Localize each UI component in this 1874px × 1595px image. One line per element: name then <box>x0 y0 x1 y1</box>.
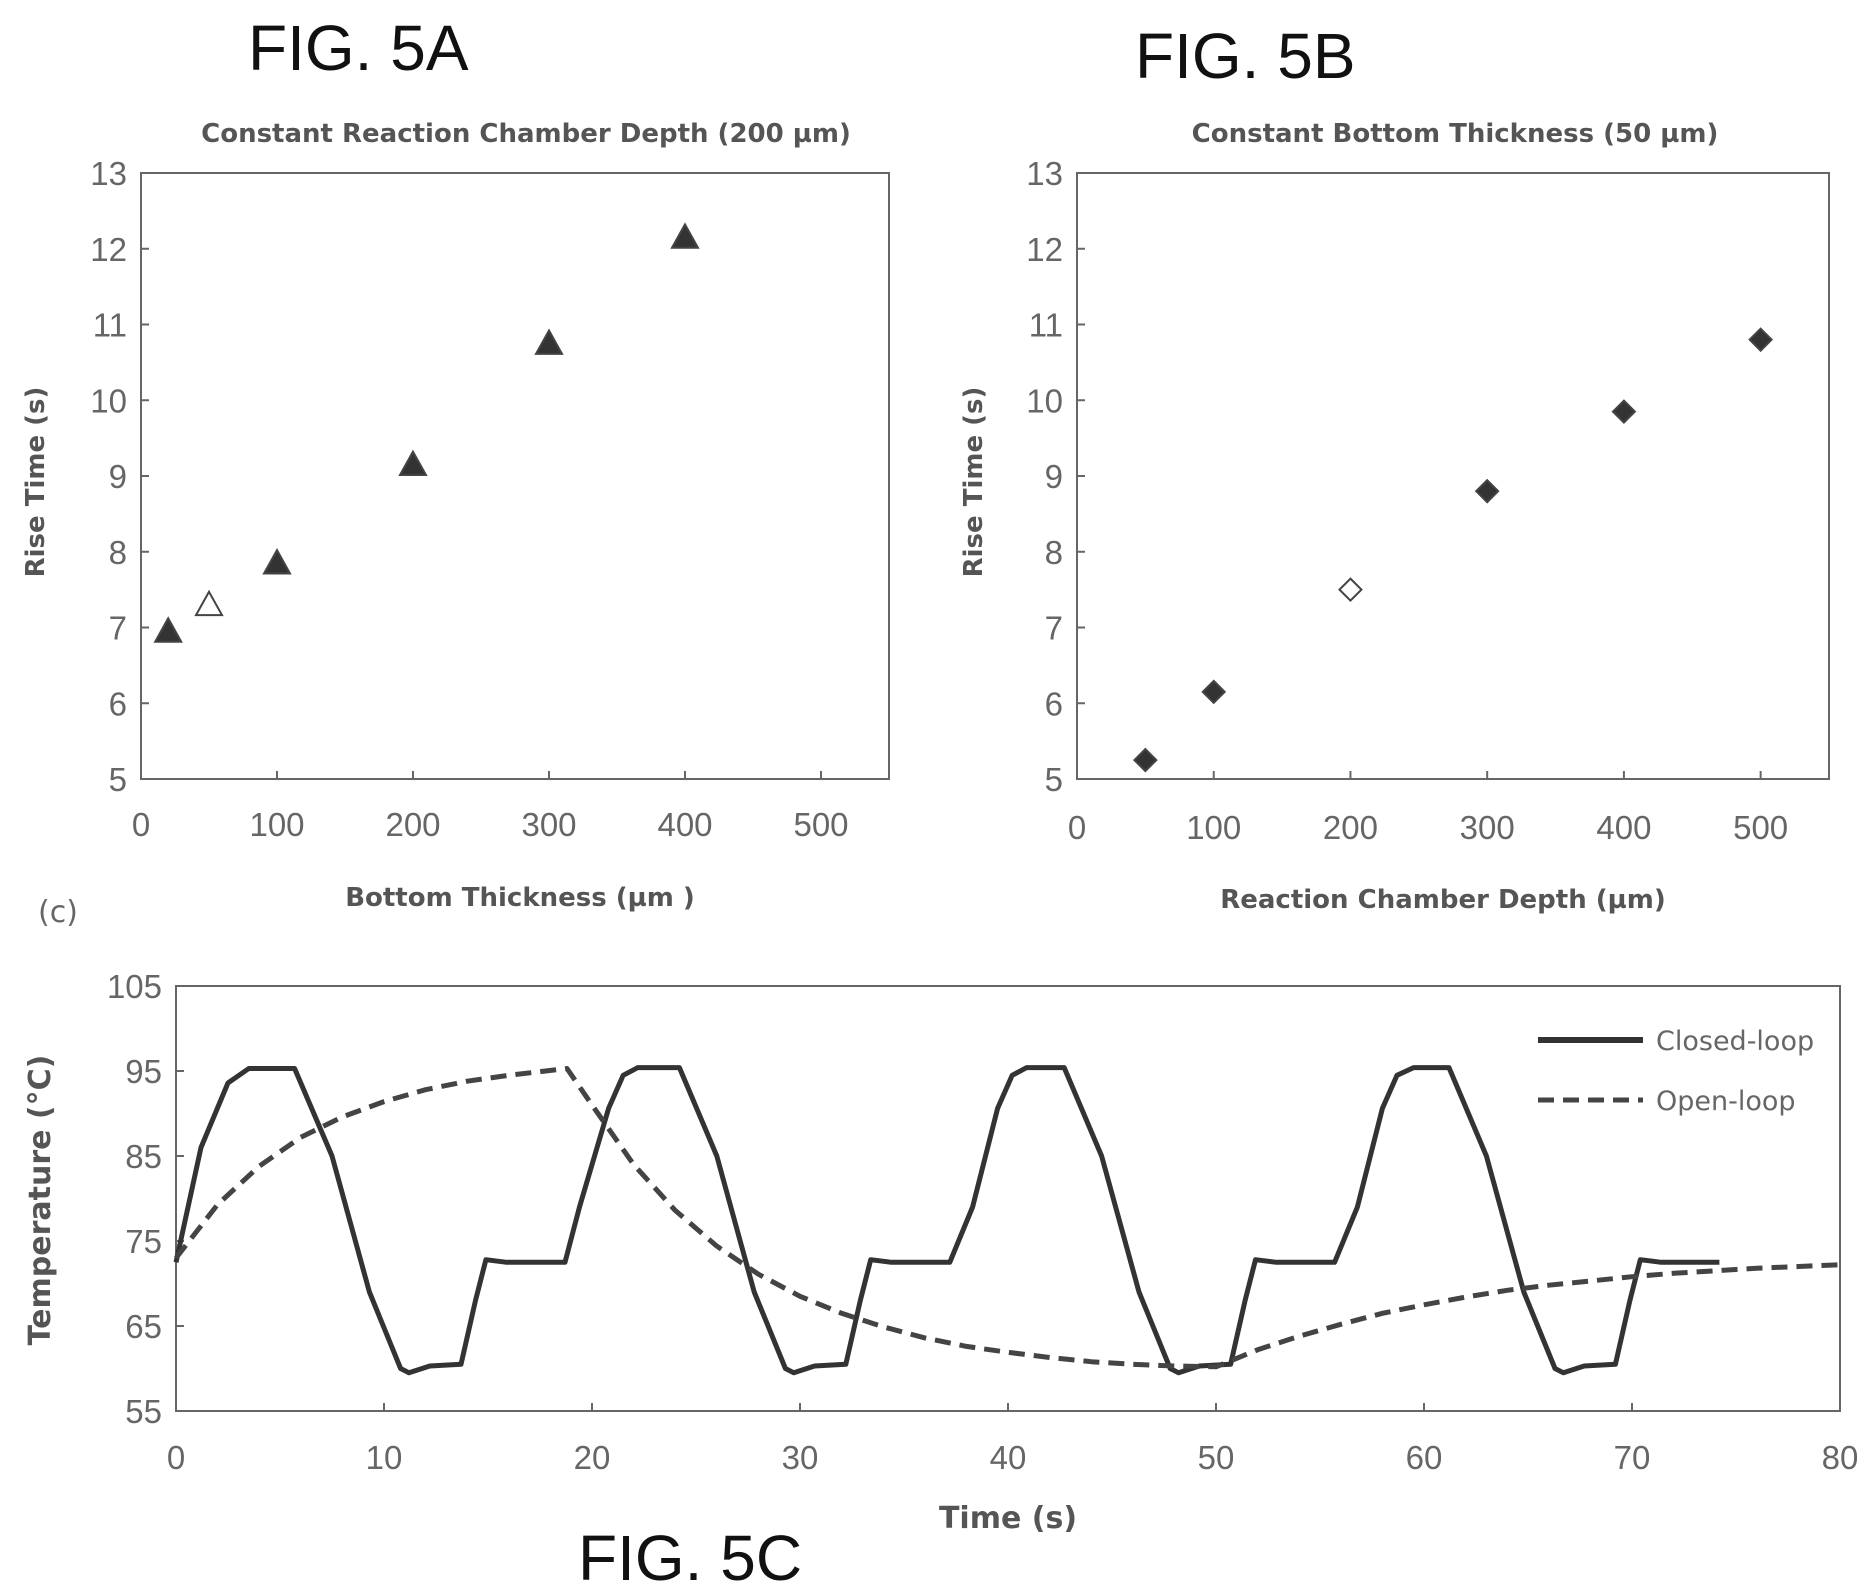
y-tick-label: 10 <box>90 382 127 419</box>
x-tick-label: 200 <box>1323 809 1378 846</box>
x-tick-label: 300 <box>1460 809 1515 846</box>
y-tick-label: 65 <box>125 1308 162 1345</box>
x-tick-label: 100 <box>249 806 304 843</box>
y-tick-label: 6 <box>109 685 127 722</box>
chart-b-title: Constant Bottom Thickness (50 µm) <box>1192 119 1719 149</box>
x-tick-label: 40 <box>990 1439 1027 1476</box>
y-tick-label: 9 <box>109 458 127 495</box>
y-tick-label: 7 <box>1045 610 1063 647</box>
chart-c-y-ticks: 55 65 75 85 95 105 <box>107 968 184 1430</box>
diamond-point <box>1338 577 1363 603</box>
closed-loop-line <box>173 1065 1720 1376</box>
y-tick-label: 7 <box>109 610 127 647</box>
y-tick-label: 95 <box>125 1053 162 1090</box>
y-tick-label: 6 <box>1045 685 1063 722</box>
chart-b: Constant Bottom Thickness (50 µm) 5 6 7 8 9 1… <box>959 119 1830 915</box>
open-loop-line <box>174 1066 1841 1370</box>
chart-c-lines <box>173 1065 1841 1376</box>
y-tick-label: 5 <box>109 761 127 798</box>
y-tick-label: 55 <box>125 1393 162 1430</box>
triangle-point <box>153 616 183 643</box>
y-tick-label: 85 <box>125 1138 162 1175</box>
y-tick-label: 105 <box>107 968 162 1005</box>
chart-a-title: Constant Reaction Chamber Depth (200 µm) <box>201 119 851 149</box>
y-tick-label: 8 <box>109 534 127 571</box>
x-tick-label: 20 <box>574 1439 611 1476</box>
y-tick-label: 13 <box>1026 155 1063 192</box>
chart-a-y-ticks: 5 6 7 8 9 10 11 12 13 <box>90 155 149 798</box>
y-tick-label: 12 <box>90 231 127 268</box>
x-tick-label: 0 <box>132 806 150 843</box>
triangle-point <box>398 449 428 477</box>
y-tick-label: 10 <box>1026 382 1063 419</box>
y-tick-label: 5 <box>1045 761 1063 798</box>
diamond-point <box>1132 747 1158 773</box>
diamond-point <box>1748 327 1774 353</box>
x-tick-label: 50 <box>1198 1439 1235 1476</box>
triangle-point <box>194 589 224 617</box>
fig-5b-label: FIG. 5B <box>1135 20 1356 92</box>
chart-b-y-axis-label: Rise Time (s) <box>959 387 989 578</box>
chart-c-plot-frame <box>175 985 1841 1412</box>
x-tick-label: 30 <box>782 1439 819 1476</box>
chart-b-plot-frame <box>1076 172 1830 780</box>
x-tick-label: 200 <box>385 806 440 843</box>
x-tick-label: 500 <box>1733 809 1788 846</box>
diamond-point <box>1611 399 1637 425</box>
x-tick-label: 400 <box>657 806 712 843</box>
y-tick-label: 11 <box>93 307 127 344</box>
panel-c-label: (c) <box>38 895 78 930</box>
y-tick-label: 12 <box>1026 231 1063 268</box>
chart-c-x-axis-label: Time (s) <box>939 1501 1077 1536</box>
y-tick-label: 13 <box>90 155 127 192</box>
chart-a-plot-frame <box>140 172 890 780</box>
chart-a: Constant Reaction Chamber Depth (200 µm)… <box>21 119 890 913</box>
diamond-point <box>1201 679 1227 705</box>
chart-b-points <box>1132 327 1774 773</box>
y-tick-label: 8 <box>1045 534 1063 571</box>
x-tick-label: 300 <box>521 806 576 843</box>
chart-b-x-ticks: 0 100 200 300 400 500 <box>1068 771 1788 846</box>
chart-c-legend: Closed-loop Open-loop <box>1538 1026 1814 1117</box>
x-tick-label: 0 <box>1068 809 1086 846</box>
fig-5c-label: FIG. 5C <box>578 1522 802 1594</box>
x-tick-label: 0 <box>167 1439 185 1476</box>
legend-open-loop-label: Open-loop <box>1656 1086 1796 1117</box>
diamond-point <box>1474 478 1500 504</box>
y-tick-label: 75 <box>125 1223 162 1260</box>
x-tick-label: 100 <box>1186 809 1241 846</box>
x-tick-label: 70 <box>1614 1439 1651 1476</box>
fig-5a-label: FIG. 5A <box>248 12 469 84</box>
triangle-point <box>262 548 292 575</box>
triangle-point <box>670 222 700 249</box>
chart-b-y-ticks: 5 6 7 8 9 10 11 12 13 <box>1026 155 1085 798</box>
x-tick-label: 500 <box>793 806 848 843</box>
x-tick-label: 60 <box>1406 1439 1443 1476</box>
chart-a-x-axis-label: Bottom Thickness (µm ) <box>345 883 695 913</box>
chart-a-x-ticks: 0 100 200 300 400 500 <box>132 771 849 843</box>
chart-a-points <box>153 222 700 643</box>
x-tick-label: 80 <box>1822 1439 1859 1476</box>
triangle-point <box>534 328 564 355</box>
chart-c-y-axis-label: Temperature (°C) <box>23 1055 58 1346</box>
chart-c: 55 65 75 85 95 105 0 10 20 30 40 50 60 70 80 Closed-l… <box>23 968 1858 1536</box>
legend-closed-loop-label: Closed-loop <box>1656 1026 1814 1057</box>
chart-c-x-ticks: 0 10 20 30 40 50 60 70 80 <box>167 1403 1859 1476</box>
y-tick-label: 9 <box>1045 458 1063 495</box>
y-tick-label: 11 <box>1029 307 1063 344</box>
chart-b-x-axis-label: Reaction Chamber Depth (µm) <box>1220 885 1666 915</box>
x-tick-label: 10 <box>366 1439 403 1476</box>
x-tick-label: 400 <box>1596 809 1651 846</box>
chart-a-y-axis-label: Rise Time (s) <box>21 387 51 578</box>
